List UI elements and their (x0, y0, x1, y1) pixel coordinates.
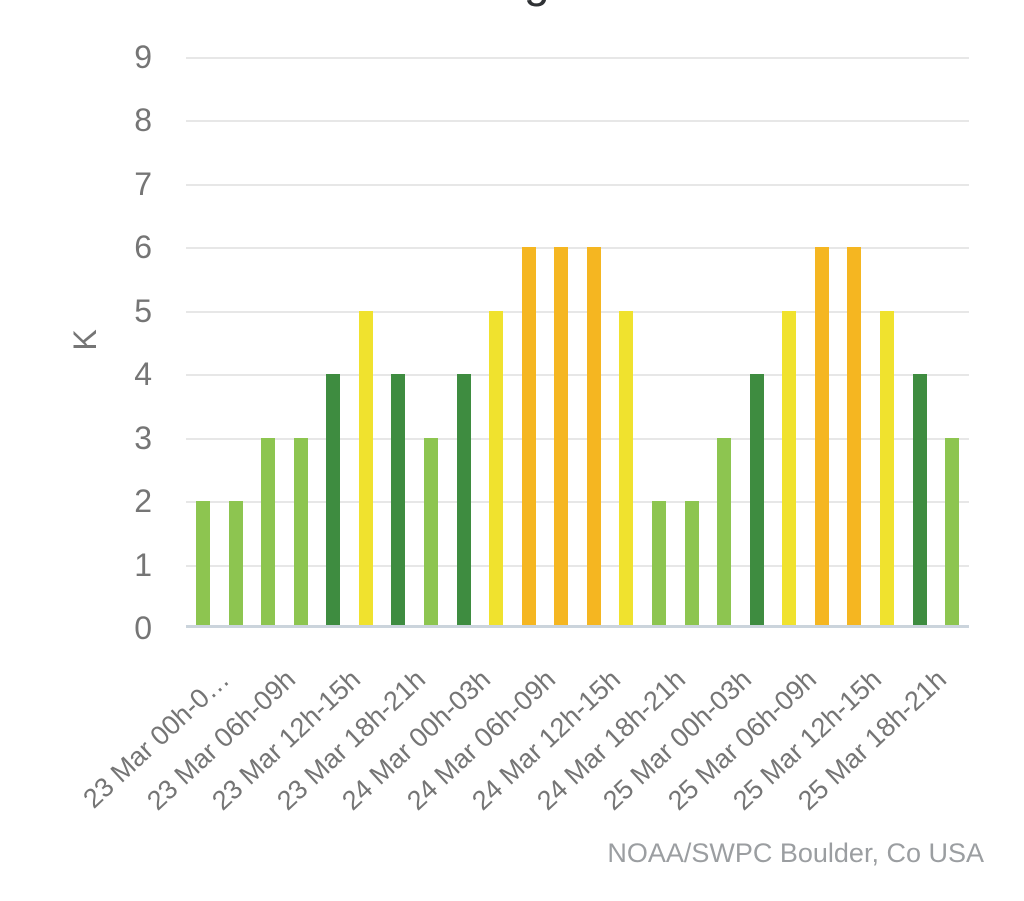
gridline-k7 (186, 183, 969, 186)
k-index-bar-3 (261, 437, 276, 625)
k-index-bar-11 (521, 247, 536, 625)
k-index-bar-8 (423, 437, 438, 625)
k-index-bar-12 (554, 247, 569, 625)
k-index-bar-6 (358, 310, 373, 625)
k-index-bar-5 (326, 374, 341, 625)
k-index-bar-13 (586, 247, 601, 625)
y-tick-label-8: 8 (134, 102, 152, 139)
gridline-k2 (186, 501, 969, 504)
k-index-bar-20 (814, 247, 829, 625)
source-attribution: NOAA/SWPC Boulder, Co USA (607, 838, 984, 868)
k-index-bar-14 (619, 310, 634, 625)
y-tick-label-7: 7 (134, 165, 152, 202)
k-index-bar-23 (912, 374, 927, 625)
k-index-bar-15 (651, 501, 666, 625)
k-index-bar-17 (717, 437, 732, 625)
k-index-bar-19 (782, 310, 797, 625)
y-tick-label-9: 9 (134, 39, 152, 75)
k-index-bar-21 (847, 247, 862, 625)
k-index-bar-9 (456, 374, 471, 625)
gridline-k1 (186, 564, 969, 567)
k-index-bar-7 (391, 374, 406, 625)
plot-area (186, 57, 969, 628)
y-tick-label-5: 5 (134, 292, 152, 329)
y-tick-label-0: 0 (134, 610, 152, 646)
k-index-bar-2 (228, 501, 243, 625)
y-tick-label-1: 1 (134, 546, 152, 583)
k-index-bar-10 (489, 310, 504, 625)
y-tick-label-3: 3 (134, 419, 152, 456)
k-index-bar-1 (196, 501, 210, 625)
gridline-k4 (186, 374, 969, 377)
gridline-k8 (186, 120, 969, 123)
k-index-bar-16 (684, 501, 699, 625)
k-index-bar-22 (879, 310, 894, 625)
x-axis-baseline (186, 625, 969, 628)
truncated-chart-title: g (498, 0, 588, 8)
k-index-bar-24 (945, 437, 960, 625)
gridline-k6 (186, 247, 969, 250)
gridline-k9 (186, 57, 969, 59)
y-tick-label-4: 4 (134, 356, 152, 393)
truncated-title-glyph: g (524, 0, 588, 8)
k-index-bar-18 (749, 374, 764, 625)
gridline-k3 (186, 437, 969, 440)
gridline-k5 (186, 310, 969, 313)
y-tick-label-2: 2 (134, 483, 152, 520)
k-index-bar-4 (293, 437, 308, 625)
y-tick-label-6: 6 (134, 229, 152, 266)
